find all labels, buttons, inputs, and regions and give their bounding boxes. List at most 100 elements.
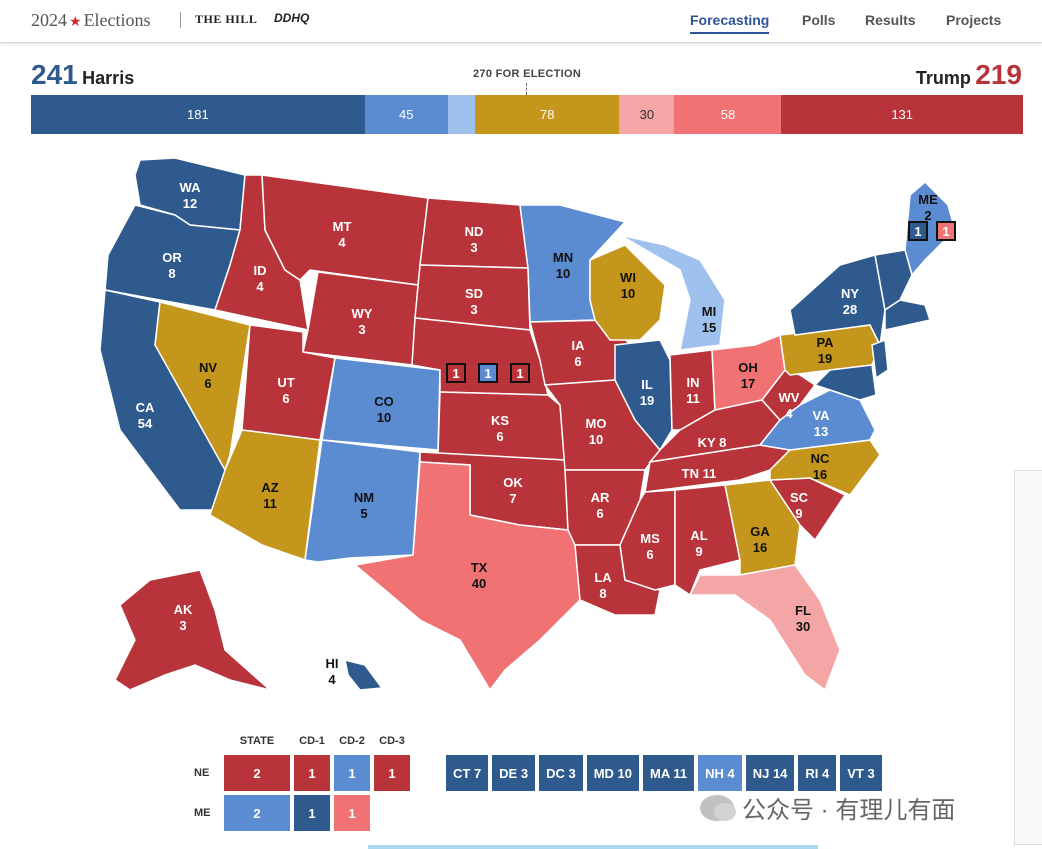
nebraska-district-boxes: 1 1 1: [446, 363, 530, 383]
bar-segment-lean-dem[interactable]: [447, 95, 476, 134]
small-state-ct[interactable]: CT 7: [446, 755, 489, 791]
district-cell-ne-cd-1[interactable]: 1: [294, 755, 330, 791]
small-state-ri[interactable]: RI 4: [798, 755, 837, 791]
us-electoral-map: WA12OR8CA54ID4NV6MT4WY3UT6AZ11CO10NM5ND3…: [99, 157, 956, 692]
nav-polls[interactable]: Polls: [802, 12, 836, 28]
state-abbr-va: VA: [812, 408, 830, 423]
small-state-de[interactable]: DE 3: [492, 755, 536, 791]
district-cell-ne-state[interactable]: 2: [224, 755, 290, 791]
state-ev-nc: 16: [813, 467, 827, 482]
state-vt-nh[interactable]: [874, 249, 913, 312]
ne-cd2-box[interactable]: [478, 363, 498, 383]
district-cell-me-cd-2[interactable]: 1: [334, 795, 370, 831]
state-ev-nv: 6: [204, 376, 211, 391]
state-abbr-sc: SC: [790, 490, 809, 505]
state-hi[interactable]: [344, 658, 384, 691]
brand-logo[interactable]: 2024 ★ Elections: [31, 10, 151, 31]
wechat-icon: [700, 794, 736, 821]
state-ak[interactable]: [114, 569, 271, 691]
state-ev-nd: 3: [470, 240, 477, 255]
state-az[interactable]: [209, 429, 321, 562]
state-abbr-wv: WV: [779, 390, 800, 405]
nav-results[interactable]: Results: [865, 12, 916, 28]
star-icon: ★: [69, 15, 82, 30]
me-cd2-box[interactable]: [936, 221, 956, 241]
state-mi[interactable]: [619, 234, 726, 351]
partner-logo-ddhq[interactable]: DDHQ: [274, 11, 310, 25]
district-cell-ne-cd-3[interactable]: 1: [374, 755, 410, 791]
small-state-md[interactable]: MD 10: [586, 755, 639, 791]
state-ev-az: 11: [263, 496, 277, 511]
state-ev-ak: 3: [179, 618, 186, 633]
state-abbr-hi: HI: [326, 656, 339, 671]
harris-name: Harris: [82, 68, 135, 88]
state-abbr-tx: TX: [471, 560, 488, 575]
state-tx[interactable]: [353, 461, 581, 692]
state-ev-oh: 17: [741, 376, 755, 391]
state-abbr-mo: MO: [586, 416, 607, 431]
state-ev-mt: 4: [338, 235, 346, 250]
state-abbr-pa: PA: [816, 335, 834, 350]
small-state-nh[interactable]: NH 4: [698, 755, 742, 791]
state-abbr-ny: NY: [841, 286, 859, 301]
small-state-ma[interactable]: MA 11: [643, 755, 695, 791]
bar-segment-likely-rep[interactable]: 58: [674, 95, 782, 134]
side-panel-edge[interactable]: [1014, 470, 1042, 845]
ne-cd3-box[interactable]: [510, 363, 530, 383]
state-ev-or: 8: [168, 266, 175, 281]
ne-cd1-box[interactable]: [446, 363, 466, 383]
state-ev-il: 19: [640, 393, 654, 408]
state-ev-al: 9: [695, 544, 702, 559]
state-abbr-nd: ND: [465, 224, 484, 239]
me-cd1-value: 1: [914, 224, 921, 239]
partner-logo-the-hill[interactable]: THE HILL: [195, 12, 258, 26]
small-state-vt[interactable]: VT 3: [840, 755, 882, 791]
watermark: 公众号 · 有理儿有面: [700, 790, 955, 825]
state-ev-tx: 40: [472, 576, 486, 591]
state-abbr-il: IL: [641, 377, 653, 392]
small-state-dc[interactable]: DC 3: [539, 755, 583, 791]
state-ev-sc: 9: [795, 506, 802, 521]
bar-segment-tossup[interactable]: 78: [475, 95, 620, 134]
state-fl[interactable]: [688, 564, 841, 692]
bar-segment-solid-rep[interactable]: 131: [781, 95, 1023, 134]
district-cell-ne-cd-2[interactable]: 1: [334, 755, 370, 791]
district-cell-me-state[interactable]: 2: [224, 795, 290, 831]
state-abbr-mi: MI: [702, 304, 716, 319]
district-header-state: STATE: [239, 735, 275, 747]
bar-segment-likely-dem[interactable]: 45: [364, 95, 448, 134]
state-nj[interactable]: [871, 338, 889, 380]
state-wy[interactable]: [302, 271, 419, 366]
state-abbr-sd: SD: [465, 286, 483, 301]
threshold-marker: [526, 83, 527, 95]
state-abbr-mt: MT: [333, 219, 352, 234]
bar-segment-solid-dem[interactable]: 181: [31, 95, 365, 134]
state-md-de[interactable]: [813, 364, 877, 401]
trump-votes: 219: [975, 59, 1022, 90]
trump-score: Trump 219: [916, 59, 1022, 91]
state-abbr-wi: WI: [620, 270, 636, 285]
bar-segment-lean-rep[interactable]: 30: [619, 95, 675, 134]
district-cell-me-cd-1[interactable]: 1: [294, 795, 330, 831]
state-ny[interactable]: [789, 254, 886, 348]
state-abbr-nc: NC: [811, 451, 830, 466]
state-il[interactable]: [614, 339, 673, 452]
state-wi[interactable]: [589, 244, 666, 341]
nav-forecasting[interactable]: Forecasting: [690, 12, 770, 34]
district-row-label-ne: NE: [194, 767, 210, 779]
state-abbr-id: ID: [254, 263, 267, 278]
state-label-ky: KY 8: [698, 435, 727, 450]
state-abbr-nv: NV: [199, 360, 217, 375]
harris-score: 241 Harris: [31, 59, 134, 91]
state-ev-mn: 10: [556, 266, 570, 281]
state-ma-ct-ri[interactable]: [884, 299, 931, 331]
state-ev-me: 2: [924, 208, 931, 223]
small-state-nj[interactable]: NJ 14: [745, 755, 795, 791]
brand-word: Elections: [83, 10, 151, 30]
district-row-label-me: ME: [194, 807, 211, 819]
state-ev-ok: 7: [509, 491, 516, 506]
state-abbr-ca: CA: [136, 400, 155, 415]
me-cd1-box[interactable]: [908, 221, 928, 241]
state-ev-ia: 6: [574, 354, 581, 369]
nav-projects[interactable]: Projects: [946, 12, 1002, 28]
